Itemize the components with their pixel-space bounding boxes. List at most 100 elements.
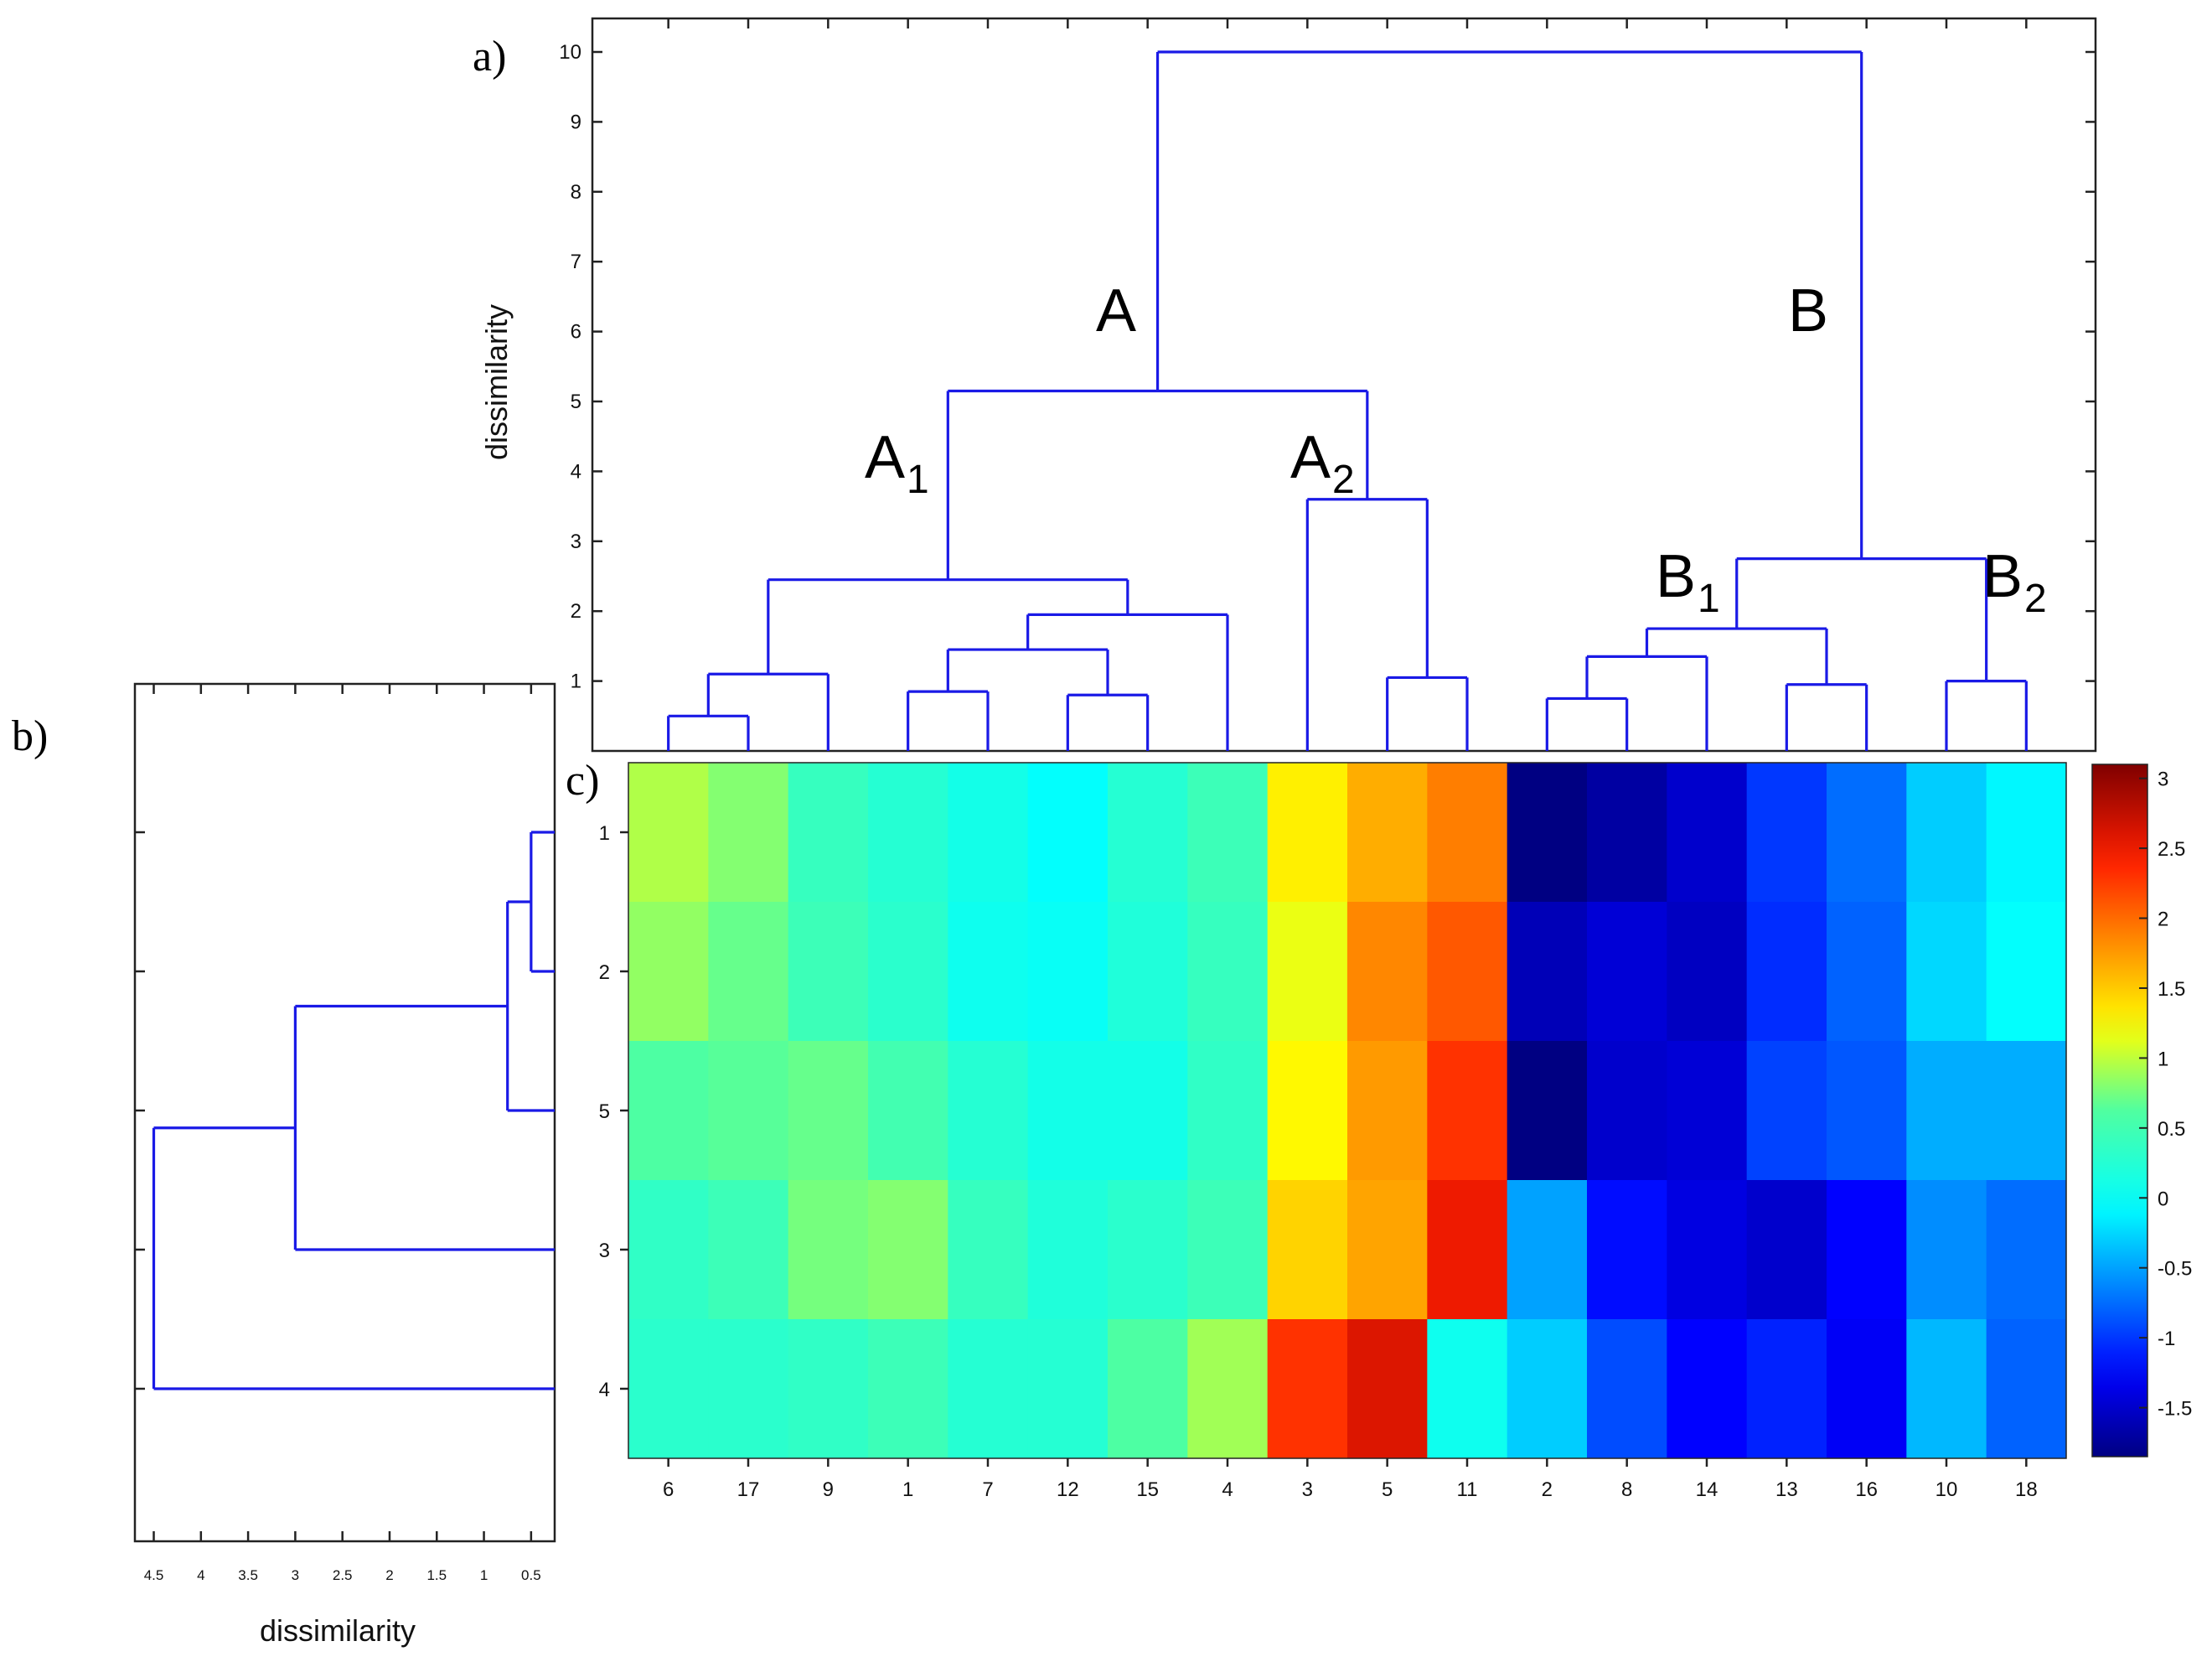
heatmap-x-label-3: 3	[1302, 1478, 1313, 1501]
heatmap-cell-r4-c16	[1827, 1319, 1907, 1459]
colorbar-tick-label-0: 0	[2158, 1188, 2168, 1210]
heatmap-y-label-2: 2	[599, 961, 610, 984]
heatmap-x-label-9: 9	[823, 1478, 834, 1501]
y-tick-label-4: 4	[571, 460, 581, 483]
x-tick-label-3.5: 3.5	[238, 1567, 258, 1583]
y-tick-label-1: 1	[571, 670, 581, 693]
heatmap-cell-r2-c18	[1986, 902, 2067, 1042]
heatmap-cell-r1-c9	[788, 763, 869, 903]
heatmap-cell-r3-c13	[1746, 1180, 1827, 1320]
heatmap-cell-r1-c12	[1027, 763, 1109, 903]
cluster-label-a2: A2	[1290, 424, 1355, 502]
heatmap-cell-r2-c4	[1187, 902, 1269, 1042]
heatmap-cell-r4-c11	[1427, 1319, 1508, 1459]
top-dendrogram-panel: 1 2 3 4 5 6 7 8 9 10 dissimilarity A B A1 A2 B1 B…	[479, 17, 2097, 753]
heatmap-cell-r2-c17	[708, 902, 789, 1042]
heatmap-y-axis: 1 2 5 3 4	[599, 822, 628, 1401]
heatmap-cell-r5-c15	[1108, 1041, 1188, 1181]
heatmap-cell-r5-c7	[948, 1041, 1029, 1181]
heatmap-cell-r1-c6	[628, 763, 709, 903]
heatmap-cell-r5-c6	[628, 1041, 709, 1181]
heatmap-x-label-10: 10	[1936, 1478, 1958, 1501]
heatmap-cell-r5-c12	[1027, 1041, 1109, 1181]
heatmap-cell-r2-c3	[1267, 902, 1348, 1042]
heatmap-cell-r2-c5	[1347, 902, 1428, 1042]
heatmap-cell-r3-c1	[868, 1180, 948, 1320]
heatmap-cell-r1-c16	[1827, 763, 1907, 903]
x-tick-label-1: 1	[480, 1567, 488, 1583]
y-tick-label-7: 7	[571, 251, 581, 273]
colorbar-tick-label-3: 3	[2158, 769, 2168, 791]
cluster-label-b: B	[1788, 277, 1828, 344]
heatmap-cell-r3-c4	[1187, 1180, 1269, 1320]
panel-label-b: b)	[12, 712, 48, 760]
heatmap-cell-r4-c10	[1906, 1319, 1987, 1459]
heatmap-cell-r4-c3	[1267, 1319, 1348, 1459]
heatmap-cell-r5-c16	[1827, 1041, 1907, 1181]
heatmap-cell-r2-c14	[1667, 902, 1748, 1042]
left-dendrogram-x-axis-title: dissimilarity	[260, 1613, 416, 1648]
left-dendrogram-frame	[133, 682, 556, 1543]
heatmap-cell-r2-c10	[1906, 902, 1987, 1042]
heatmap-x-label-12: 12	[1057, 1478, 1079, 1501]
heatmap-x-label-11: 11	[1457, 1478, 1478, 1501]
cluster-label-a1: A1	[865, 424, 929, 502]
heatmap-cell-r5-c11	[1427, 1041, 1508, 1181]
heatmap-cell-r2-c8	[1587, 902, 1667, 1042]
heatmap-cell-r5-c10	[1906, 1041, 1987, 1181]
heatmap-cell-r4-c17	[708, 1319, 789, 1459]
heatmap-cell-r5-c1	[868, 1041, 948, 1181]
heatmap-cell-r1-c11	[1427, 763, 1508, 903]
x-tick-label-2: 2	[385, 1567, 393, 1583]
y-tick-label-8: 8	[571, 181, 581, 204]
heatmap-cell-r2-c1	[868, 902, 948, 1042]
heatmap-cell-r3-c5	[1347, 1180, 1428, 1320]
heatmap-cell-r2-c12	[1027, 902, 1109, 1042]
heatmap-x-label-14: 14	[1696, 1478, 1718, 1501]
heatmap-cell-r5-c3	[1267, 1041, 1348, 1181]
colorbar-tick-label-1: 1	[2158, 1048, 2168, 1070]
heatmap-cell-r2-c16	[1827, 902, 1907, 1042]
heatmap-cell-r2-c11	[1427, 902, 1508, 1042]
colorbar: 3 2.5 2 1.5 1 0.5 0 -0.5 -1 -1.5	[2091, 764, 2192, 1457]
heatmap-cell-r3-c2	[1507, 1180, 1588, 1320]
heatmap-cell-r3-c7	[948, 1180, 1029, 1320]
heatmap-cell-r5-c5	[1347, 1041, 1428, 1181]
heatmap-cell-r4-c12	[1027, 1319, 1109, 1459]
heatmap-cell-r1-c1	[868, 763, 948, 903]
heatmap-cell-r2-c9	[788, 902, 869, 1042]
heatmap-cell-r3-c16	[1827, 1180, 1907, 1320]
heatmap-x-label-17: 17	[737, 1478, 760, 1501]
heatmap-x-label-7: 7	[982, 1478, 993, 1501]
colorbar-tick-label--1.5: -1.5	[2158, 1398, 2192, 1421]
x-tick-label-4: 4	[197, 1567, 204, 1583]
top-dendrogram-y-axis-title: dissimilarity	[479, 304, 514, 460]
left-dendrogram-links	[152, 831, 555, 1390]
heatmap-cell-r2-c2	[1507, 902, 1588, 1042]
cluster-labels: A B A1 A2 B1 B2	[865, 277, 2047, 621]
heatmap-cell-r1-c10	[1906, 763, 1987, 903]
heatmap-cell-r4-c6	[628, 1319, 709, 1459]
heatmap-cell-r1-c8	[1587, 763, 1667, 903]
heatmap-cell-r5-c14	[1667, 1041, 1748, 1181]
heatmap-x-label-16: 16	[1855, 1478, 1878, 1501]
heatmap-x-label-2: 2	[1542, 1478, 1553, 1501]
heatmap-cell-r1-c4	[1187, 763, 1269, 903]
y-tick-label-2: 2	[571, 600, 581, 623]
x-tick-label-3: 3	[292, 1567, 299, 1583]
heatmap-x-label-5: 5	[1382, 1478, 1393, 1501]
colorbar-tick-label-0.5: 0.5	[2158, 1118, 2185, 1141]
y-tick-label-6: 6	[571, 321, 581, 344]
left-dendrogram-x-axis: 4.5 4 3.5 3 2.5 2 1.5 1 0.5	[135, 684, 541, 1583]
colorbar-tick-label-2: 2	[2158, 909, 2168, 931]
x-tick-label-4.5: 4.5	[144, 1567, 164, 1583]
heatmap-cell-r1-c2	[1507, 763, 1588, 903]
heatmap-cell-r4-c9	[788, 1319, 869, 1459]
colorbar-tick-label--1: -1	[2158, 1328, 2175, 1350]
heatmap-y-label-3: 3	[599, 1240, 610, 1262]
x-tick-label-2.5: 2.5	[333, 1567, 353, 1583]
heatmap-cell-r5-c9	[788, 1041, 869, 1181]
heatmap-x-label-18: 18	[2015, 1478, 2038, 1501]
heatmap-cell-r3-c6	[628, 1180, 709, 1320]
